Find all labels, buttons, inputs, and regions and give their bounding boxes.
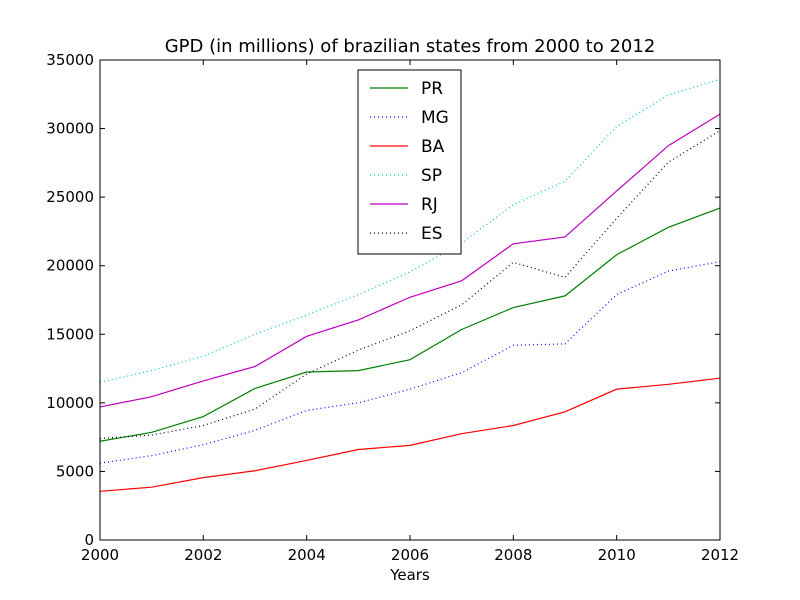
- y-tick-label: 0: [84, 531, 94, 549]
- x-tick-label: 2010: [598, 546, 636, 564]
- legend-box: [357, 69, 462, 255]
- chart-title: GPD (in millions) of brazilian states fr…: [165, 36, 656, 57]
- series-line-rj: [99, 113, 721, 408]
- y-tick-label: 25000: [46, 188, 94, 206]
- x-tick-label: 2002: [184, 546, 222, 564]
- legend-label-sp: SP: [421, 166, 442, 186]
- x-tick-label: 2000: [81, 546, 119, 564]
- legend-label-ba: BA: [421, 137, 445, 157]
- y-tick-label: 30000: [46, 120, 94, 138]
- y-tick-label: 10000: [46, 394, 94, 412]
- plot-area: [99, 78, 721, 492]
- y-axis: 0 5000 10000 15000 20000 25000 30000 35000: [46, 51, 720, 549]
- y-tick-label: 35000: [46, 51, 94, 69]
- y-tick-label: 15000: [46, 325, 94, 343]
- x-tick-label: 2006: [391, 546, 429, 564]
- x-tick-label: 2004: [288, 546, 326, 564]
- legend-label-rj: RJ: [421, 195, 438, 215]
- legend-label-mg: MG: [421, 108, 449, 128]
- legend: PR MG BA SP RJ ES: [357, 69, 462, 255]
- legend-label-es: ES: [421, 224, 443, 244]
- x-tick-label: 2012: [701, 546, 739, 564]
- series-line-mg: [99, 261, 721, 464]
- x-axis-label: Years: [389, 566, 430, 584]
- series-line-ba: [99, 377, 721, 492]
- legend-label-pr: PR: [421, 79, 443, 99]
- y-tick-label: 5000: [56, 462, 94, 480]
- x-axis: 2000 2002 2004 2006 2008 2010 2012: [81, 60, 739, 564]
- series-line-es: [99, 130, 721, 440]
- series-line-pr: [99, 207, 721, 442]
- y-tick-label: 20000: [46, 257, 94, 275]
- x-tick-label: 2008: [494, 546, 532, 564]
